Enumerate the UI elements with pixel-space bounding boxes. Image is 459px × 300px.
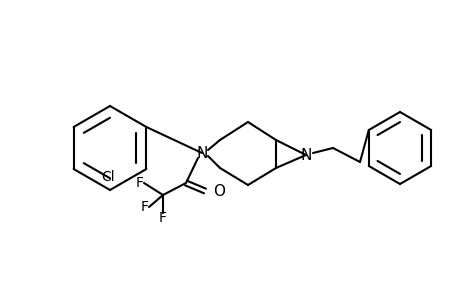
- Text: F: F: [136, 176, 144, 190]
- Text: N: N: [300, 148, 311, 163]
- Text: F: F: [141, 200, 149, 214]
- Text: N: N: [196, 146, 207, 160]
- Text: F: F: [159, 211, 167, 225]
- Text: Cl: Cl: [101, 170, 115, 184]
- Text: O: O: [213, 184, 224, 199]
